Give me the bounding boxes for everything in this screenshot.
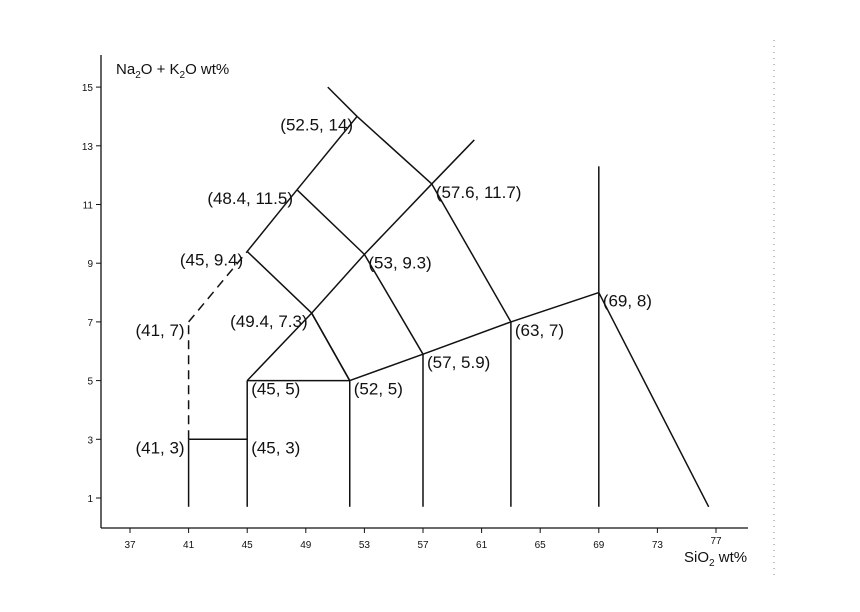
point-label: (53, 9.3) [368, 253, 431, 272]
x-tick-label: 77 [710, 536, 722, 547]
boundary-line [246, 312, 313, 382]
point-label: (41, 3) [135, 438, 184, 457]
x-tick-label: 65 [535, 540, 547, 551]
point-label: (41, 7) [135, 321, 184, 340]
x-ticks: 37 41 45 49 53 57 61 65 69 73 77 [124, 528, 722, 551]
y-tick-label: 5 [87, 377, 93, 388]
point-label: (57.6, 11.7) [436, 183, 522, 202]
y-tick-label: 9 [87, 259, 93, 270]
boundary-line [363, 183, 433, 255]
x-tick-label: 37 [124, 540, 136, 551]
point-label: (57, 5.9) [427, 353, 490, 372]
boundary-line [246, 189, 298, 252]
point-label: (49.4, 7.3) [230, 312, 308, 331]
x-tick-label: 73 [652, 540, 664, 551]
point-label: (52.5, 14) [280, 115, 353, 134]
point-label: (48.4, 11.5) [207, 189, 293, 208]
point-label: (45, 3) [251, 438, 300, 457]
point-label: (69, 8) [603, 292, 652, 311]
point-label: (45, 5) [251, 380, 300, 399]
y-tick-label: 13 [82, 142, 94, 153]
x-tick-label: 53 [359, 540, 371, 551]
y-tick-label: 11 [83, 201, 94, 212]
boundary-line [246, 250, 313, 314]
boundary-line [598, 292, 710, 508]
boundary-line [431, 183, 512, 323]
boundary-line [311, 253, 365, 314]
x-tick-label: 45 [242, 540, 254, 551]
x-axis-title: SiO2 wt% [684, 549, 747, 569]
point-labels: (52.5, 14) (48.4, 11.5) (45, 9.4) (41, 7) (4… [135, 115, 651, 457]
boundary-line [349, 353, 424, 382]
x-tick-label: 41 [183, 540, 195, 551]
y-axis-title: Na2O + K2O wt% [116, 61, 229, 81]
x-tick-label: 69 [593, 540, 605, 551]
y-tick-label: 1 [87, 494, 93, 505]
boundary-line [431, 139, 475, 185]
y-tick-label: 7 [87, 318, 93, 329]
y-tick-label: 15 [82, 83, 94, 94]
boundary-line [356, 115, 433, 185]
boundary-line [327, 86, 358, 117]
point-label: (63, 7) [515, 321, 564, 340]
y-tick-label: 3 [87, 435, 93, 446]
point-label: (45, 9.4) [180, 250, 243, 269]
boundary-line [296, 189, 365, 255]
dashed-boundary-line [188, 250, 248, 323]
x-tick-label: 61 [476, 540, 488, 551]
boundary-line [311, 312, 351, 381]
field-boundaries [187, 86, 710, 508]
x-tick-label: 49 [300, 540, 312, 551]
boundary-line [363, 254, 424, 355]
axes [100, 55, 748, 529]
boundary-line [510, 291, 600, 323]
x-tick-label: 57 [417, 540, 429, 551]
boundary-line [296, 115, 358, 191]
boundary-line [422, 321, 512, 355]
point-label: (52, 5) [354, 380, 403, 399]
